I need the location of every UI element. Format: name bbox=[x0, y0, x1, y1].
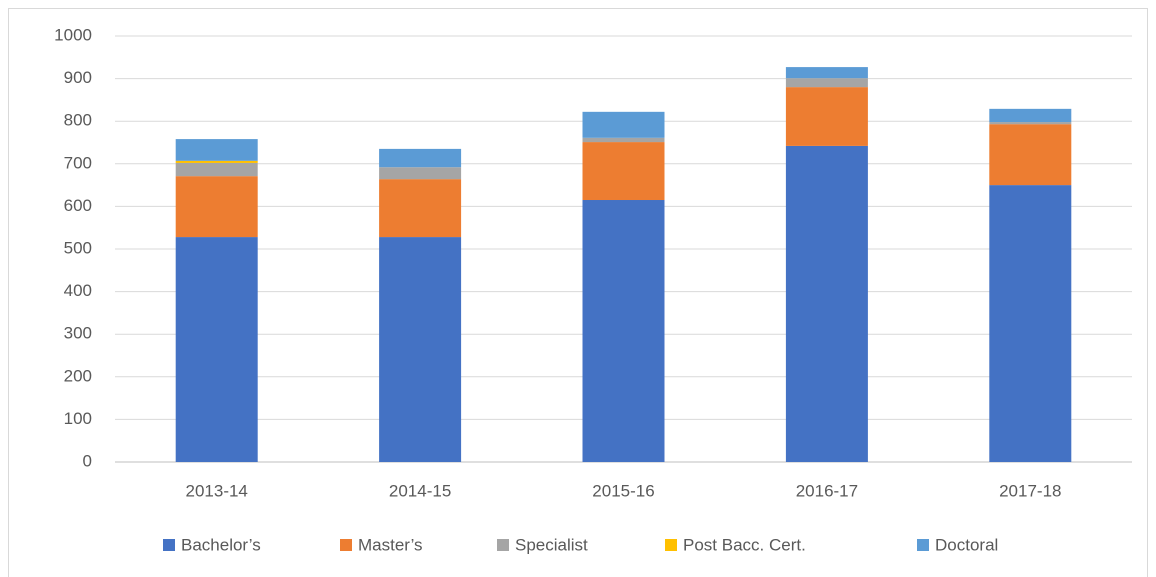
y-tick-label: 400 bbox=[64, 281, 92, 300]
x-tick-label: 2013-14 bbox=[186, 481, 248, 500]
bar-segment bbox=[989, 122, 1072, 125]
y-tick-label: 300 bbox=[64, 324, 92, 343]
bar-segment bbox=[582, 137, 665, 143]
y-tick-label: 1000 bbox=[54, 25, 92, 44]
bar-segment bbox=[379, 148, 462, 168]
y-tick-label: 500 bbox=[64, 238, 92, 257]
legend-label: Post Bacc. Cert. bbox=[683, 535, 806, 554]
bar-segment bbox=[175, 237, 258, 462]
bar-segment bbox=[379, 167, 462, 180]
bar-segment bbox=[582, 142, 665, 201]
bar-segment bbox=[582, 111, 665, 138]
bar-segment bbox=[379, 237, 462, 462]
y-tick-label: 600 bbox=[64, 196, 92, 215]
bar-segment bbox=[175, 139, 258, 161]
legend-swatch bbox=[497, 539, 509, 551]
bar-segment bbox=[989, 124, 1072, 186]
y-tick-label: 700 bbox=[64, 153, 92, 172]
bar-segment bbox=[785, 78, 868, 88]
bar-segment bbox=[175, 162, 258, 177]
legend-swatch bbox=[340, 539, 352, 551]
bar-segment bbox=[582, 200, 665, 462]
y-tick-label: 0 bbox=[83, 451, 92, 470]
x-tick-label: 2016-17 bbox=[796, 481, 858, 500]
x-tick-label: 2017-18 bbox=[999, 481, 1061, 500]
y-tick-label: 900 bbox=[64, 68, 92, 87]
bar-segment bbox=[989, 185, 1072, 462]
bar-segment bbox=[785, 67, 868, 79]
bar-segment bbox=[175, 160, 258, 163]
legend-label: Bachelor’s bbox=[181, 535, 261, 554]
legend-swatch bbox=[917, 539, 929, 551]
bar-segment bbox=[785, 145, 868, 462]
y-tick-label: 100 bbox=[64, 409, 92, 428]
y-tick-label: 800 bbox=[64, 111, 92, 130]
bar-segment bbox=[989, 108, 1072, 123]
x-tick-label: 2015-16 bbox=[592, 481, 654, 500]
bar-segment bbox=[785, 87, 868, 146]
legend-swatch bbox=[163, 539, 175, 551]
legend-label: Master’s bbox=[358, 535, 423, 554]
legend-label: Doctoral bbox=[935, 535, 998, 554]
bar-segment bbox=[175, 176, 258, 238]
x-tick-label: 2014-15 bbox=[389, 481, 451, 500]
bar-segment bbox=[379, 179, 462, 238]
y-tick-label: 200 bbox=[64, 366, 92, 385]
legend-label: Specialist bbox=[515, 535, 588, 554]
legend-swatch bbox=[665, 539, 677, 551]
